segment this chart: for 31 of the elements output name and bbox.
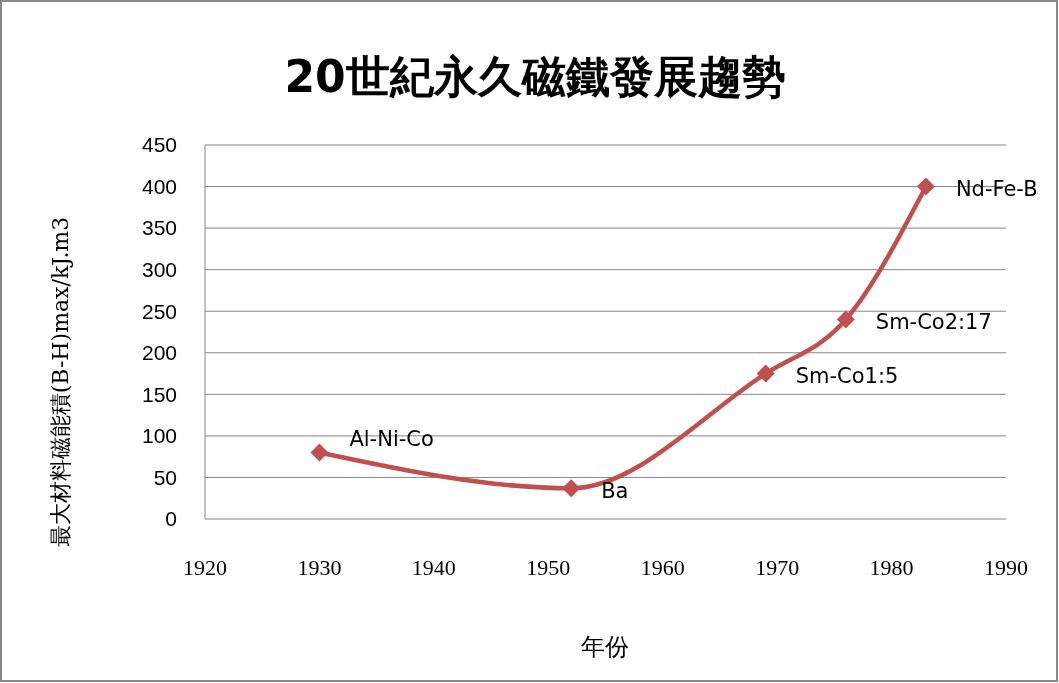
y-tick-label: 300 xyxy=(141,258,177,282)
y-tick-label: 50 xyxy=(153,465,177,489)
x-tick-label: 1980 xyxy=(869,555,914,580)
y-tick-label: 200 xyxy=(141,341,177,365)
x-tick-label: 1940 xyxy=(411,555,456,580)
point xyxy=(756,364,775,383)
x-tick-label: 1990 xyxy=(984,555,1028,580)
point xyxy=(562,479,581,498)
y-tick-label: 400 xyxy=(141,174,177,198)
y-tick-label: 350 xyxy=(141,216,177,240)
y-tick-label: 250 xyxy=(141,299,177,323)
point xyxy=(836,310,855,329)
x-tick-label: 1950 xyxy=(526,555,571,580)
annotation: Nd-Fe-B xyxy=(955,177,1038,202)
y-tick-label: 150 xyxy=(141,382,177,406)
x-tick-label: 1970 xyxy=(755,555,800,580)
x-tick-label: 1960 xyxy=(640,555,685,580)
y-tick-label: 100 xyxy=(141,424,177,448)
x-axis-title: 年份 xyxy=(581,633,629,661)
annotation: Sm-Co2:17 xyxy=(875,309,992,334)
point xyxy=(310,443,329,462)
annotation: Ba xyxy=(601,478,629,503)
y-tick-label: 0 xyxy=(165,507,177,531)
y-axis-title: 最大材料磁能積(B-H)max/kJ.m3 xyxy=(48,216,73,548)
annotation: Al-Ni-Co xyxy=(349,427,434,452)
chart-title: 20世紀永久磁鐵發展趨勢 xyxy=(284,51,786,102)
y-tick-label: 450 xyxy=(141,133,177,157)
x-tick-label: 1920 xyxy=(183,555,227,580)
annotation: Sm-Co1:5 xyxy=(795,364,899,389)
x-tick-label: 1930 xyxy=(297,555,342,580)
point xyxy=(916,177,935,196)
